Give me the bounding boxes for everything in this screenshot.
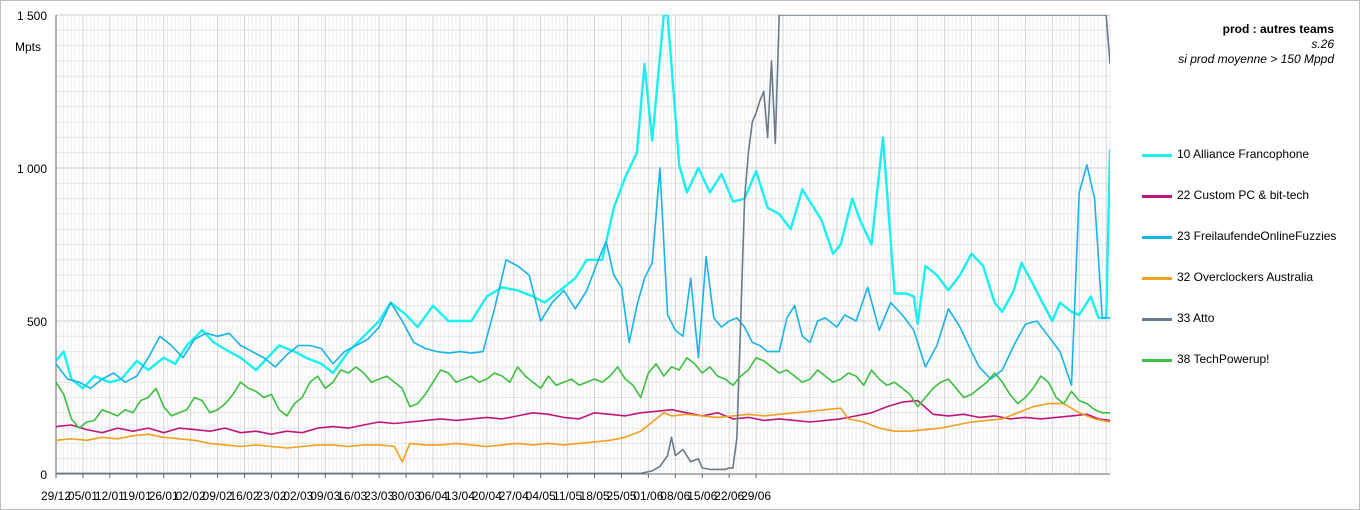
chart-subtitle: s.26 [1311,37,1334,51]
x-tick-label: 25/05 [606,489,636,503]
x-tick-label: 29/12 [41,489,71,503]
x-tick-label: 09/03 [310,489,340,503]
x-tick-label: 01/06 [633,489,663,503]
y-tick-label: 500 [27,315,47,329]
x-tick-label: 29/06 [741,489,771,503]
x-tick-label: 06/04 [418,489,448,503]
x-tick-label: 27/04 [499,489,529,503]
x-tick-label: 30/03 [391,489,421,503]
x-tick-label: 13/04 [445,489,475,503]
legend-label: 32 Overclockers Australia [1177,270,1314,284]
legend-swatch [1142,236,1172,239]
x-tick-label: 23/03 [364,489,394,503]
series-line-23-freilaufendeonlinefuzzies [56,164,1110,390]
x-tick-label: 18/05 [580,489,610,503]
legend-label: 22 Custom PC & bit-tech [1177,188,1310,202]
chart-title-box: prod : autres teams s.26 si prod moyenne… [1178,22,1334,67]
chart-grid [55,14,1111,475]
x-tick-label: 05/01 [68,489,98,503]
legend-label: 23 FreilaufendeOnlineFuzzies [1177,229,1337,243]
x-tick-label: 26/01 [149,489,179,503]
legend-label: 33 Atto [1177,311,1215,325]
legend-swatch [1142,277,1172,280]
legend-swatch [1142,318,1172,321]
chart-series-lines [56,15,1110,474]
series-line-38-techpowerup [56,356,1110,429]
chart-note: si prod moyenne > 150 Mppd [1178,52,1334,66]
x-tick-label: 12/01 [95,489,125,503]
x-tick-label: 15/06 [687,489,717,503]
chart-title: prod : autres teams [1222,22,1334,36]
y-tick-label: 1 000 [17,162,47,176]
y-tick-label: 1 500 [17,9,47,23]
x-tick-label: 23/02 [256,489,286,503]
y-axis-label: Mpts [15,40,41,54]
x-tick-label: 19/01 [122,489,152,503]
series-line-10-alliance-francophone [56,15,1110,390]
x-tick-label: 16/02 [229,489,259,503]
series-line-33-atto [56,15,1110,474]
series-line-32-overclockers-australia [56,402,1110,463]
x-tick-label: 16/03 [337,489,367,503]
x-tick-label: 11/05 [553,489,582,503]
legend-label: 38 TechPowerup! [1177,352,1270,366]
x-tick-label: 20/04 [472,489,502,503]
legend-swatch [1142,195,1172,198]
x-tick-label: 02/02 [176,489,206,503]
series-line-22-custom-pc-bit-tech [56,399,1110,436]
x-tick-label: 02/03 [283,489,313,503]
x-tick-label: 04/05 [526,489,556,503]
legend-label: 10 Alliance Francophone [1177,147,1310,161]
x-tick-label: 09/02 [203,489,233,503]
x-tick-label: 08/06 [660,489,690,503]
legend-swatch [1142,154,1172,157]
legend-swatch [1142,359,1172,362]
x-tick-label: 22/06 [714,489,744,503]
y-tick-label: 0 [40,468,47,482]
